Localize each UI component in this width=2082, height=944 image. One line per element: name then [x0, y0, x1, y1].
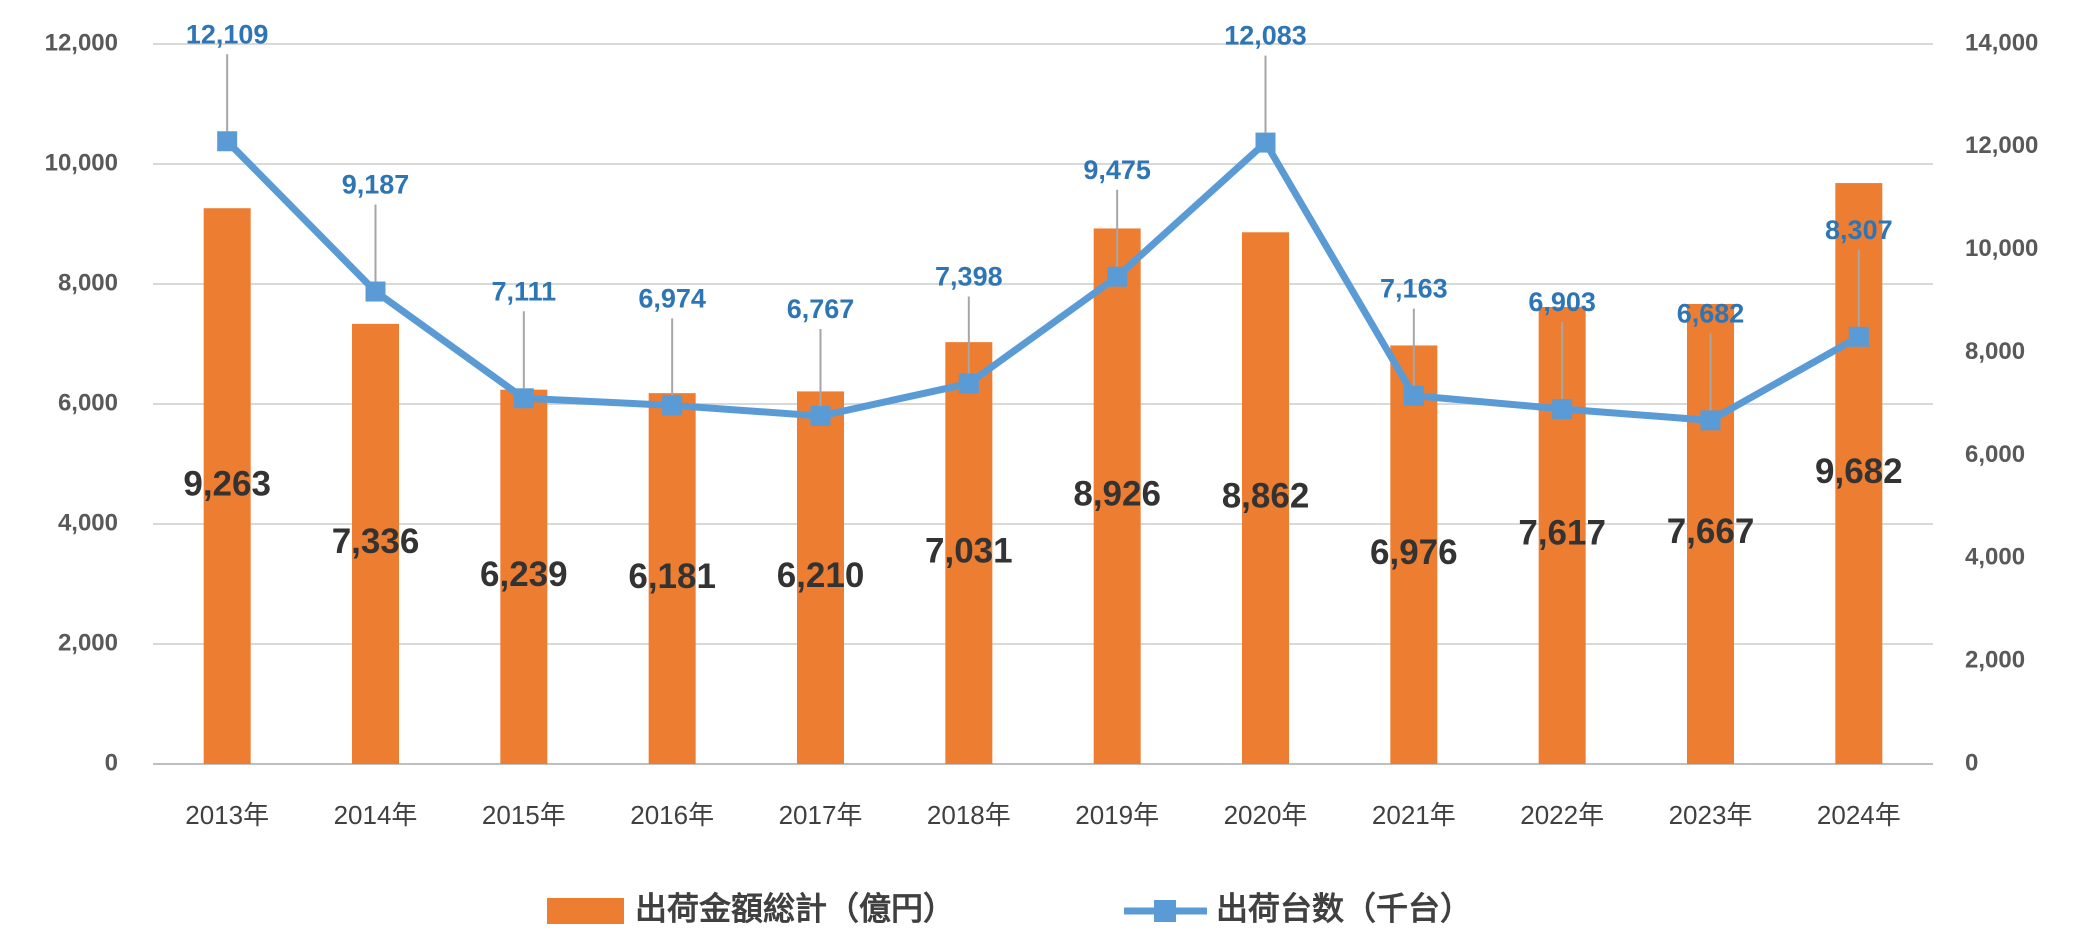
- x-tick-label: 2013年: [185, 800, 269, 830]
- bar: [500, 389, 548, 764]
- marker: [1255, 132, 1276, 153]
- data-label: 7,163: [1380, 274, 1448, 304]
- bar: [797, 391, 844, 764]
- y2-tick-label: 0: [1965, 749, 1978, 776]
- y2-tick-label: 4,000: [1965, 544, 2025, 571]
- marker: [1700, 410, 1721, 431]
- data-label: 7,398: [935, 262, 1003, 292]
- data-label: 9,682: [1815, 452, 1903, 491]
- data-label: 9,187: [342, 170, 410, 200]
- legend-swatch: [1154, 900, 1176, 922]
- x-tick-label: 2023年: [1669, 800, 1753, 830]
- x-tick-label: 2014年: [334, 800, 418, 830]
- legend-swatch: [547, 898, 624, 924]
- y-tick-label: 8,000: [58, 269, 118, 296]
- marker: [1107, 266, 1128, 287]
- data-label: 7,111: [492, 276, 557, 306]
- y-tick-label: 0: [105, 749, 118, 776]
- y-tick-label: 6,000: [58, 389, 118, 416]
- x-tick-label: 2022年: [1520, 800, 1604, 830]
- data-label: 7,031: [925, 531, 1013, 570]
- data-label: 12,083: [1224, 21, 1307, 51]
- marker: [365, 281, 386, 302]
- x-tick-label: 2017年: [779, 800, 863, 830]
- marker: [513, 388, 534, 409]
- bar: [1242, 232, 1289, 764]
- y2-tick-label: 14,000: [1965, 29, 2038, 56]
- y2-tick-label: 10,000: [1965, 235, 2038, 262]
- bar: [203, 208, 251, 765]
- bar: [648, 393, 696, 764]
- bar: [945, 342, 993, 764]
- legend-label: 出荷台数（千台）: [1216, 890, 1472, 926]
- marker: [958, 373, 979, 394]
- data-label: 12,109: [186, 19, 269, 49]
- marker: [1552, 398, 1573, 419]
- y-tick-label: 2,000: [58, 629, 118, 656]
- marker: [1848, 326, 1869, 347]
- marker: [810, 405, 831, 426]
- y-tick-label: 10,000: [45, 149, 118, 176]
- marker: [1403, 385, 1424, 406]
- x-tick-label: 2015年: [482, 800, 566, 830]
- data-label: 8,307: [1825, 215, 1893, 245]
- data-label: 9,263: [183, 464, 271, 503]
- data-label: 6,210: [777, 556, 865, 595]
- data-label: 7,336: [332, 522, 420, 561]
- data-label: 7,667: [1667, 512, 1755, 551]
- data-label: 6,903: [1528, 287, 1596, 317]
- legend-label: 出荷金額総計（億円）: [635, 890, 955, 926]
- y2-tick-label: 8,000: [1965, 338, 2025, 365]
- bar: [1390, 345, 1438, 764]
- data-label: 9,475: [1083, 155, 1151, 185]
- x-tick-label: 2019年: [1075, 800, 1159, 830]
- x-tick-label: 2020年: [1224, 800, 1308, 830]
- y-tick-label: 12,000: [45, 29, 118, 56]
- data-label: 6,181: [628, 557, 716, 596]
- data-label: 7,617: [1518, 514, 1606, 553]
- data-label: 8,862: [1222, 476, 1310, 515]
- y-tick-label: 4,000: [58, 509, 118, 536]
- x-tick-label: 2018年: [927, 800, 1011, 830]
- x-tick-label: 2024年: [1817, 800, 1901, 830]
- marker: [662, 395, 683, 416]
- bar: [352, 323, 399, 764]
- data-label: 6,976: [1370, 533, 1458, 572]
- data-label: 6,239: [480, 555, 568, 594]
- data-label: 6,682: [1677, 298, 1745, 328]
- data-label: 6,767: [787, 294, 855, 324]
- x-tick-label: 2016年: [630, 800, 714, 830]
- y2-tick-label: 6,000: [1965, 441, 2025, 468]
- data-label: 6,974: [638, 283, 706, 313]
- bar: [1093, 228, 1141, 764]
- data-label: 8,926: [1073, 474, 1161, 513]
- y2-tick-label: 12,000: [1965, 132, 2038, 159]
- x-tick-label: 2021年: [1372, 800, 1456, 830]
- line: [224, 138, 1861, 424]
- marker: [217, 131, 238, 152]
- y2-tick-label: 2,000: [1965, 646, 2025, 673]
